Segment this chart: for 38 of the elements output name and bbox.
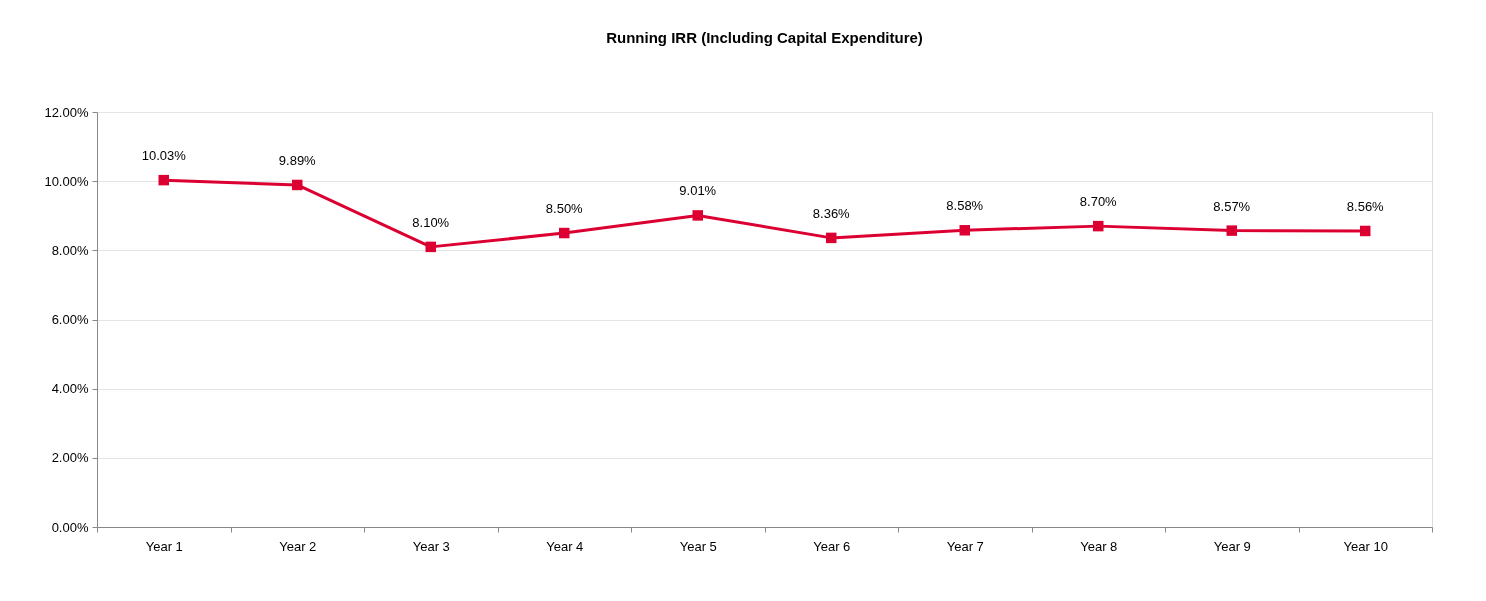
point [1360, 225, 1371, 237]
y-tick-label: 10.00% [44, 173, 89, 189]
y-tick-label: 4.00% [51, 381, 89, 397]
data-label: 9.01% [679, 183, 717, 199]
x-tick-label: Year 7 [946, 538, 984, 554]
point [559, 227, 570, 239]
y-tick-label: 6.00% [51, 312, 89, 327]
point [1226, 225, 1237, 236]
data-label: 8.56% [1346, 198, 1385, 214]
data-label: 9.89% [278, 152, 317, 168]
x-tick-label: Year 6 [813, 538, 851, 554]
data-label: 8.10% [412, 214, 450, 230]
x-tick-label: Year 8 [1080, 538, 1118, 554]
point [826, 232, 837, 244]
y-tick-label: 2.00% [51, 450, 89, 466]
y-tick-label: 12.00% [44, 104, 89, 120]
point [692, 210, 703, 221]
point [158, 174, 169, 186]
data-label: 10.03% [141, 148, 187, 164]
point [292, 179, 303, 191]
y-tick-label: 0.00% [51, 519, 89, 535]
point [959, 225, 970, 236]
data-label: 8.36% [812, 205, 851, 221]
x-tick-label: Year 10 [1343, 538, 1388, 554]
x-tick-label: Year 2 [279, 538, 317, 554]
point [425, 241, 436, 253]
x-tick-label: Year 3 [412, 538, 450, 554]
point [1093, 220, 1104, 232]
data-label: 8.58% [946, 198, 984, 214]
x-tick-label: Year 4 [546, 538, 584, 554]
data-label: 8.70% [1079, 194, 1118, 210]
x-tick-label: Year 9 [1213, 538, 1251, 554]
data-label: 8.50% [545, 201, 584, 217]
x-tick-label: Year 1 [145, 538, 183, 554]
y-tick-label: 8.00% [51, 242, 89, 258]
chart-title: Running IRR (Including Capital Expenditure) [606, 29, 923, 46]
x-tick-label: Year 5 [679, 538, 717, 554]
data-label: 8.57% [1213, 198, 1251, 214]
